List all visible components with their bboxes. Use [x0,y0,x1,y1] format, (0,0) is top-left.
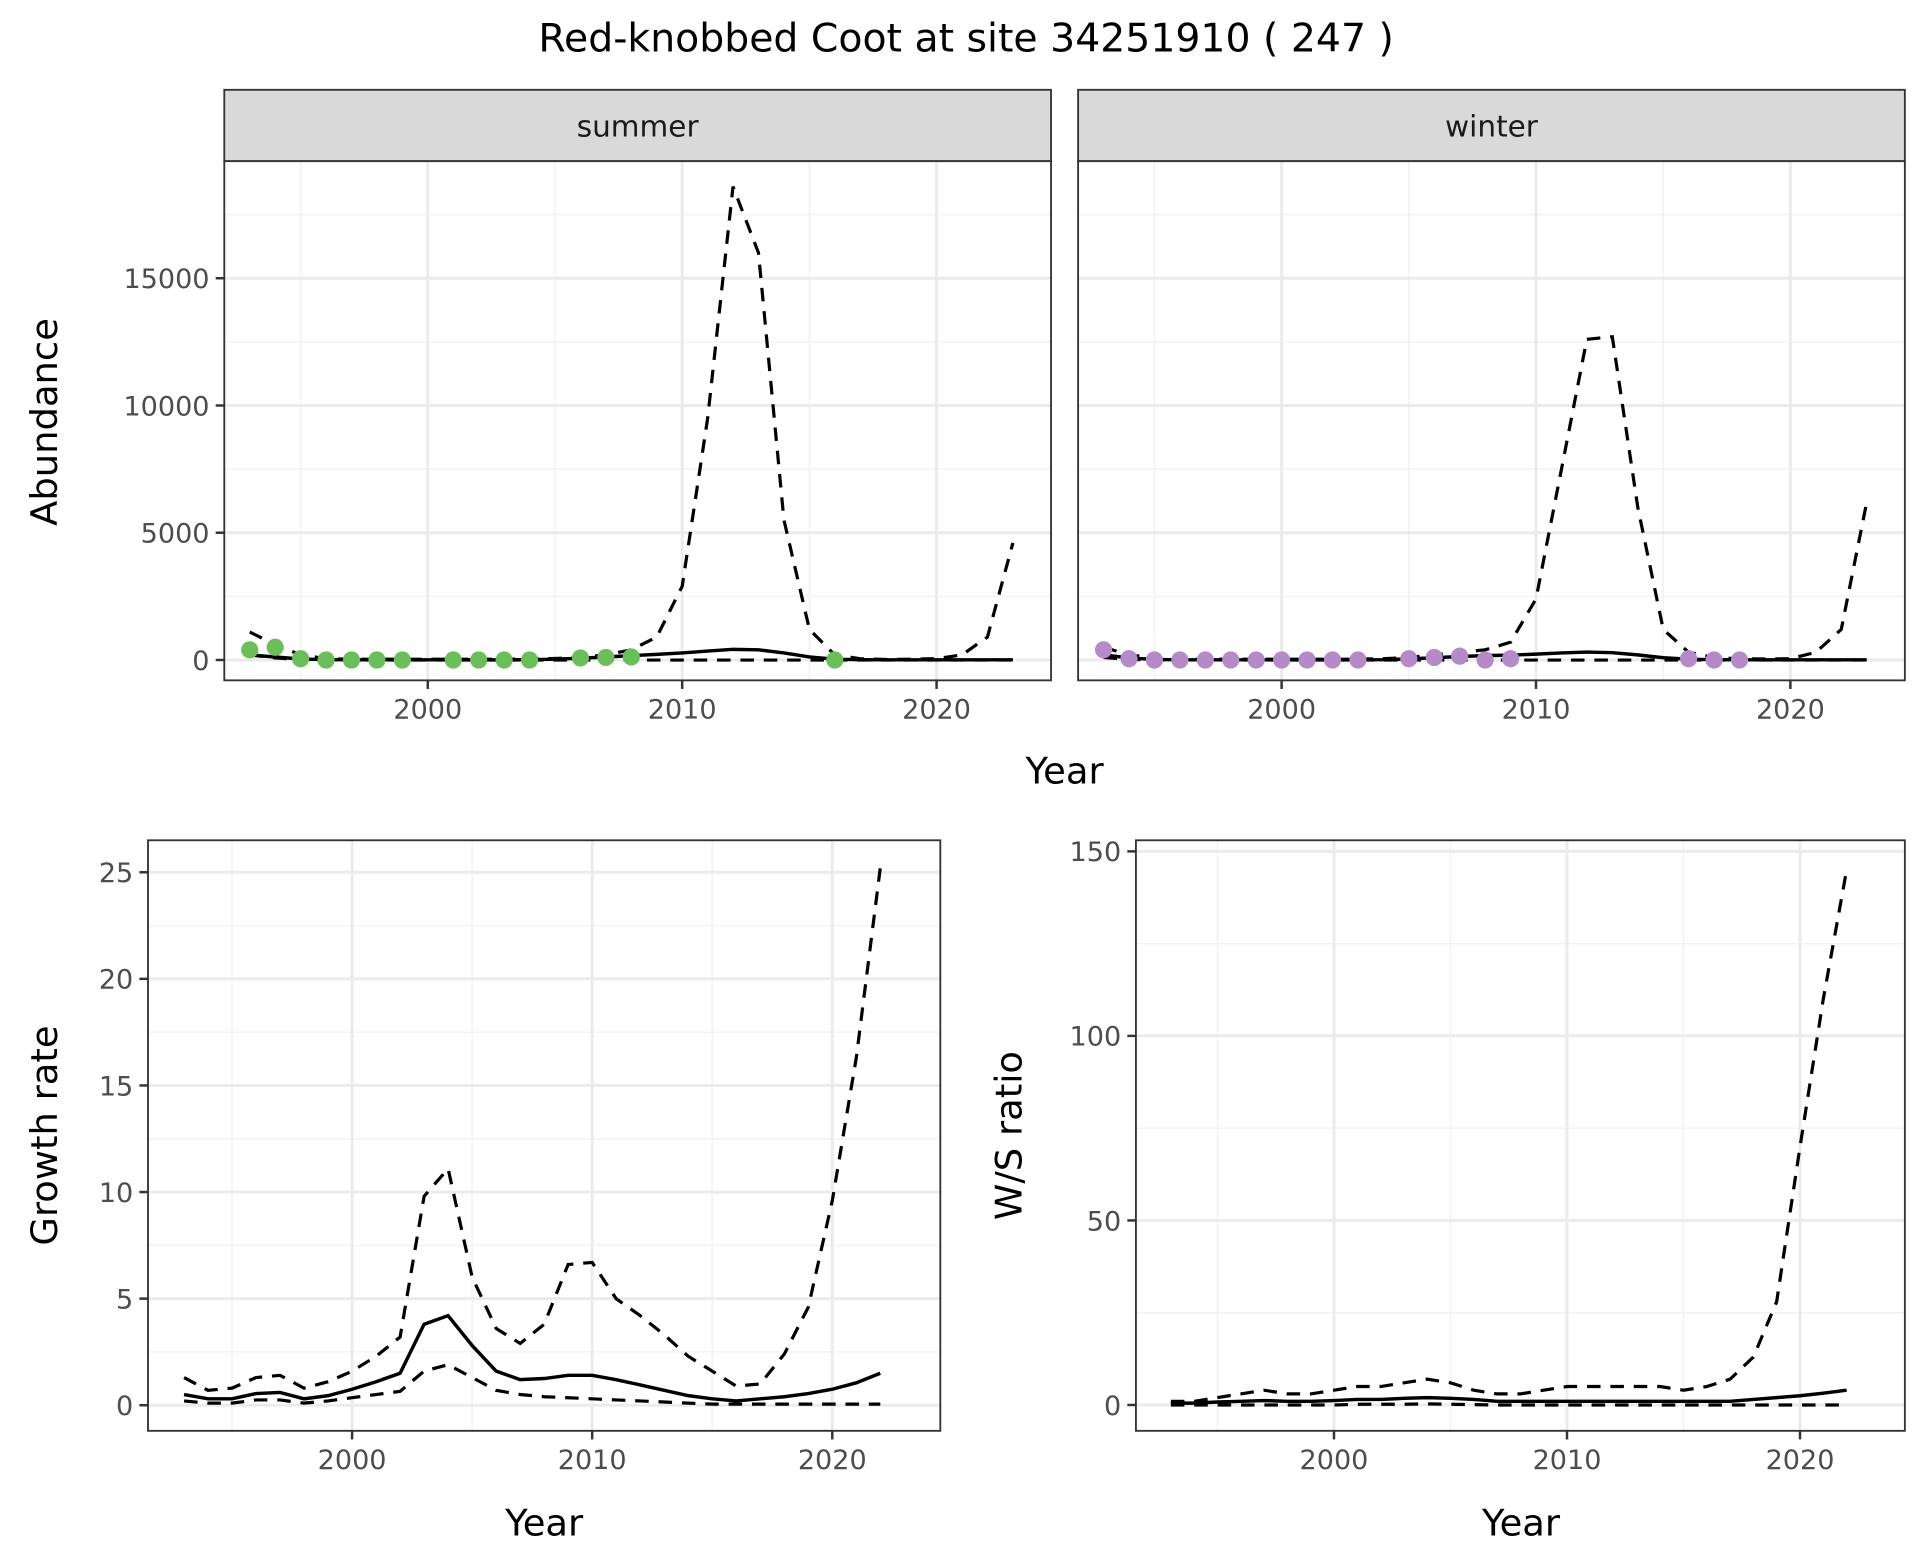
facet-strip-summer [223,88,1052,163]
observed-count-point [1222,651,1240,669]
x-tick-label: 2020 [902,694,971,725]
observed-count-point [393,651,411,669]
x-tick-label: 2010 [648,694,717,725]
observed-count-point [266,638,284,656]
ws-ratio-panel: 2000 2010 2020 0 50 100 150 [1070,837,1906,1476]
x-tick-label: 2020 [798,1445,867,1476]
abundance-panel-winter: 2000 2010 2020 [1077,160,1906,725]
observed-count-point [1730,651,1749,669]
y-tick-label: 25 [99,858,133,889]
x-tick-label: 2010 [1502,694,1571,725]
observed-count-point [470,651,488,669]
y-tick-label: 10 [99,1178,133,1209]
upper-ci-line [183,867,882,1392]
plot-background [148,840,941,1431]
x-tick-label: 2000 [1300,1445,1369,1476]
observed-count-point [1298,651,1316,669]
fitted-line [183,1313,881,1403]
y-tick-label: 15 [99,1071,133,1102]
observed-count-point [368,651,386,669]
observed-count-point [1247,651,1265,669]
observed-count-point [342,651,361,669]
observed-count-point [597,648,615,667]
y-axis-title: W/S ratio [988,1051,1031,1220]
observed-count-point [444,651,462,669]
observed-count-point [241,641,259,659]
y-tick-label: 0 [1104,1391,1121,1422]
y-tick-label: 150 [1070,837,1122,868]
panel-border [147,839,942,1432]
observed-count-point [1451,647,1469,665]
observed-count-point [1273,651,1291,669]
x-tick-label: 2000 [1247,694,1316,725]
lower-ci-line [1170,1402,1847,1407]
facet-strip-label: summer [577,110,700,144]
observed-count-point [826,651,844,669]
abundance-panel-summer: 2000 2010 2020 0 5000 10000 15000 [123,160,1052,725]
panel-border [223,160,1052,682]
observed-count-point [317,651,335,669]
chart-title: Red-knobbed Coot at site 34251910 ( 247 … [538,16,1393,62]
y-tick-label: 5000 [141,519,210,550]
observed-count-point [1120,650,1138,668]
x-axis-title: Year [504,1501,584,1544]
growth-rate-panel: 2000 2010 2020 0 5 10 15 20 25 [99,839,942,1476]
observed-count-point [1400,650,1418,668]
x-axis-title: Year [1481,1501,1561,1544]
x-tick-label: 2000 [318,1445,387,1476]
x-tick-label: 2010 [558,1445,627,1476]
y-axis-title: Growth rate [23,1025,66,1245]
y-tick-label: 5 [116,1284,133,1315]
y-tick-label: 50 [1087,1206,1121,1237]
plot-background [1078,161,1905,681]
observed-count-point [1476,651,1494,669]
observed-count-point [520,651,539,669]
plot-background [224,161,1052,681]
observed-count-point [1349,651,1367,669]
y-tick-label: 20 [99,965,133,996]
observed-count-point [1323,651,1342,669]
upper-ci-line [1170,869,1849,1403]
observed-count-point [291,650,310,668]
observed-count-point [1145,651,1164,669]
fitted-line [1170,1388,1847,1405]
observed-count-point [1705,651,1723,669]
panel-border [1077,160,1906,682]
x-tick-label: 2000 [393,694,462,725]
y-tick-label: 0 [116,1391,133,1422]
lower-ci-line [183,1363,881,1406]
observed-count-point [571,649,590,667]
observed-count-point [1171,651,1189,669]
x-axis-title: Year [1025,750,1105,793]
facet-strip-label: winter [1445,110,1539,144]
observed-count-point [1501,650,1520,668]
plot-background [1135,840,1905,1431]
observed-count-point [1680,650,1698,668]
y-tick-label: 10000 [123,391,209,422]
x-tick-label: 2020 [1756,694,1825,725]
y-tick-label: 0 [192,646,209,677]
observed-count-point [1094,641,1113,659]
y-tick-label: 15000 [123,264,209,295]
panel-border [1135,839,1906,1432]
observed-count-point [622,648,640,666]
observed-count-point [1425,648,1443,667]
observed-count-point [495,651,513,669]
y-tick-label: 100 [1070,1022,1122,1053]
observed-count-point [1196,651,1214,669]
x-tick-label: 2010 [1533,1445,1602,1476]
x-tick-label: 2020 [1766,1445,1835,1476]
y-axis-title: Abundance [23,318,66,526]
